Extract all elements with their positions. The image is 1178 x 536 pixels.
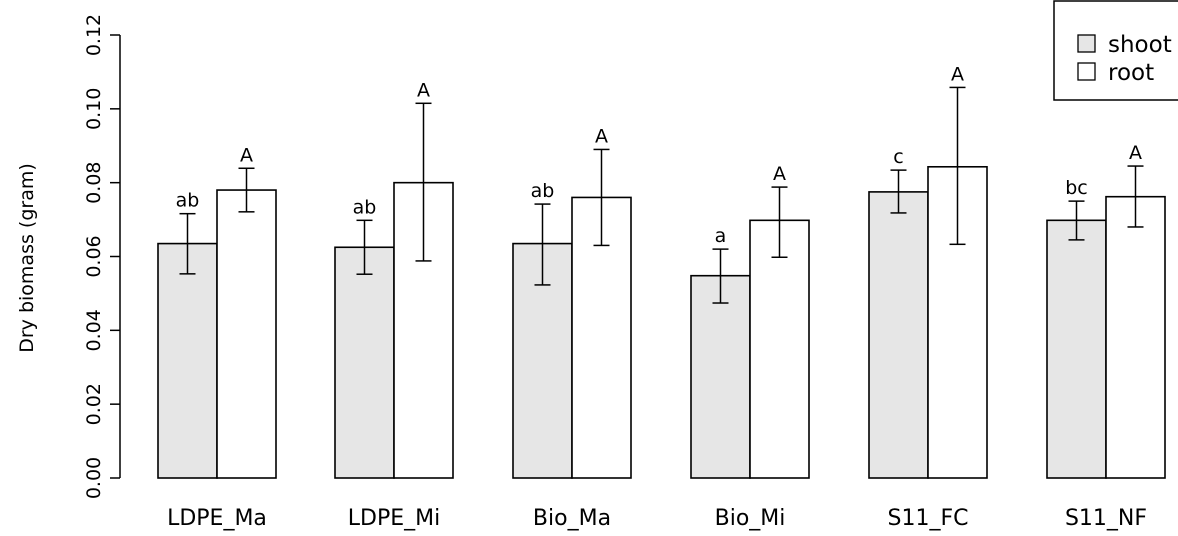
bar-root [749, 219, 810, 479]
bar-shoot [334, 246, 395, 479]
y-tick-label: 0.12 [83, 14, 105, 56]
y-tick-label: 0.00 [83, 457, 105, 499]
y-tick-label: 0.10 [83, 88, 105, 130]
y-tick-label: 0.02 [83, 383, 105, 425]
y-tick-label: 0.06 [83, 235, 105, 277]
bar-shoot [157, 242, 218, 479]
significance-label: ab [353, 196, 377, 218]
legend-swatch-root [1077, 62, 1096, 81]
bar-group-LDPE_Mi: ab A [334, 79, 454, 479]
legend-label-shoot: shoot [1108, 32, 1172, 58]
bar-root [1105, 195, 1166, 479]
x-category-label: S11_NF [1065, 506, 1147, 531]
y-axis: 0.00 0.02 0.04 0.06 0.08 0.10 0.12 [83, 14, 121, 499]
legend-swatch-shoot [1077, 34, 1096, 53]
x-category-label: Bio_Ma [533, 506, 611, 531]
bar-group-Bio_Ma: ab A [512, 125, 632, 479]
significance-label: A [773, 163, 786, 185]
bar-group-S11_NF: bc A [1046, 142, 1166, 479]
y-tick-label: 0.04 [83, 309, 105, 351]
bar-shoot [690, 274, 751, 479]
bar-group-LDPE_Ma: ab A [157, 144, 277, 479]
significance-label: A [951, 63, 964, 85]
x-category-label: S11_FC [888, 506, 969, 531]
significance-label: A [240, 144, 253, 166]
x-axis-labels: LDPE_Ma LDPE_Mi Bio_Ma Bio_Mi S11_FC S11_NF [167, 506, 1147, 531]
significance-label: c [893, 146, 903, 168]
significance-label: A [1129, 142, 1142, 164]
significance-label: a [715, 225, 727, 247]
significance-label: A [417, 79, 430, 101]
y-tick-label: 0.08 [83, 162, 105, 204]
bar-group-S11_FC: cA [868, 63, 988, 479]
legend-box [1053, 0, 1178, 101]
bar-root [216, 189, 277, 479]
significance-label: bc [1065, 177, 1088, 199]
legend-label-root: root [1108, 60, 1154, 86]
bar-shoot [1046, 219, 1107, 479]
x-category-label: Bio_Mi [715, 506, 786, 531]
bar-shoot [868, 191, 929, 479]
x-category-label: LDPE_Ma [167, 506, 267, 531]
significance-label: ab [531, 180, 555, 202]
x-category-label: LDPE_Mi [348, 506, 440, 531]
y-axis-title: Dry biomass (gram) [16, 163, 38, 353]
significance-label: ab [176, 190, 200, 212]
significance-label: A [595, 125, 608, 147]
bar-group-Bio_Mi: aA [690, 163, 810, 479]
